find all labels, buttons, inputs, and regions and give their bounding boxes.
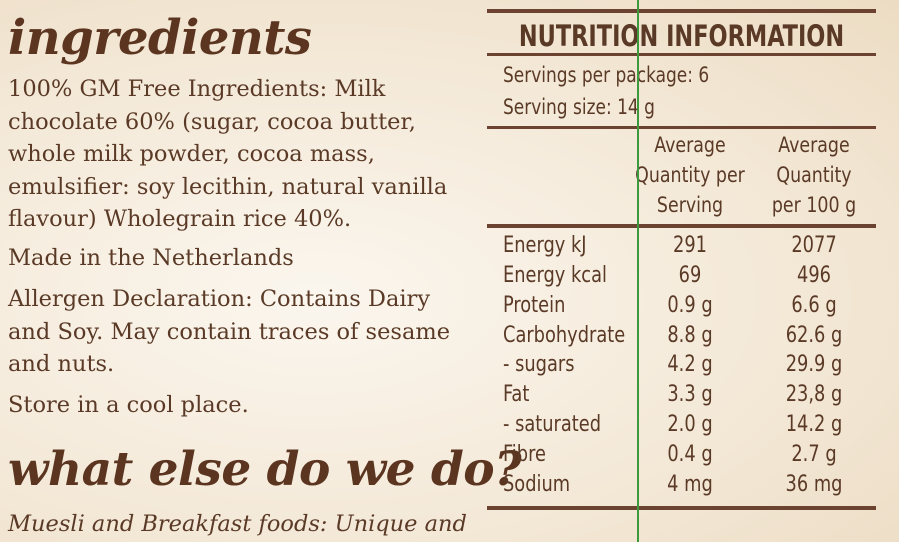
what-else-text: Muesli and Breakfast foods: Unique and [8, 511, 467, 537]
col1-header-line: Quantity per [635, 163, 745, 188]
per-100g-value: 14.2 g [785, 412, 843, 437]
per-serving-value: 0.4 g [667, 442, 713, 467]
nutrient-label: Carbohydrate [503, 323, 626, 348]
bottom-rule [487, 506, 876, 510]
nutrition-title: NUTRITION INFORMATION [518, 19, 845, 53]
nutrient-label: Protein [503, 293, 566, 318]
per-100g-value: 62.6 g [785, 323, 843, 348]
nutrient-label: Fibre [503, 442, 546, 467]
per-serving-value: 0.9 g [667, 293, 713, 318]
ingredients-heading: ingredients [8, 10, 312, 66]
col1-header-line: Serving [656, 193, 724, 218]
table-row: Carbohydrate 8.8 g 62.6 g [487, 323, 876, 353]
ingredients-text: 100% GM Free Ingredients: Milk chocolate… [8, 76, 448, 232]
per-100g-value: 29.9 g [785, 352, 843, 377]
top-rule [487, 9, 876, 13]
table-row: Sodium 4 mg 36 mg [487, 472, 876, 502]
table-row: - sugars 4.2 g 29.9 g [487, 352, 876, 382]
table-row: Protein 0.9 g 6.6 g [487, 293, 876, 323]
per-serving-value: 2.0 g [667, 412, 713, 437]
per-serving-value: 69 [678, 263, 702, 288]
title-rule [487, 53, 876, 56]
origin-text: Made in the Netherlands [8, 245, 294, 271]
per-100g-value: 23,8 g [785, 382, 843, 407]
nutrient-label: - saturated [503, 412, 602, 437]
col-header-per-serving: Average Quantity per Serving [632, 131, 749, 221]
per-serving-value: 4.2 g [667, 352, 713, 377]
table-row: - saturated 2.0 g 14.2 g [487, 412, 876, 442]
col2-header-line: Quantity [776, 163, 852, 188]
allergen-text: Allergen Declaration: Contains Dairy and… [8, 286, 451, 377]
col-header-per-100g: Average Quantity per 100 g [759, 131, 869, 221]
guide-line [637, 0, 639, 542]
storage-text: Store in a cool place. [8, 392, 249, 418]
per-100g-value: 36 mg [785, 472, 843, 497]
servings-rule [487, 126, 876, 129]
per-100g-value: 2077 [791, 233, 837, 258]
per-serving-value: 4 mg [667, 472, 713, 497]
servings-per-package: Servings per package: 6 [503, 63, 710, 87]
table-row: Energy kJ 291 2077 [487, 233, 876, 263]
per-serving-value: 8.8 g [667, 323, 713, 348]
per-serving-value: 3.3 g [667, 382, 713, 407]
table-row: Energy kcal 69 496 [487, 263, 876, 293]
per-serving-value: 291 [672, 233, 708, 258]
table-row: Fibre 0.4 g 2.7 g [487, 442, 876, 472]
per-100g-value: 6.6 g [791, 293, 837, 318]
col2-header-line: Average [778, 133, 850, 158]
nutrient-label: Energy kJ [503, 233, 587, 258]
per-100g-value: 496 [796, 263, 832, 288]
col1-header-line: Average [654, 133, 726, 158]
header-rule [487, 224, 876, 228]
col2-header-line: per 100 g [771, 193, 857, 218]
nutrient-label: - sugars [503, 352, 575, 377]
what-else-heading: what else do we do? [8, 442, 522, 497]
nutrient-label: Sodium [503, 472, 571, 497]
nutrient-label: Energy kcal [503, 263, 607, 288]
per-100g-value: 2.7 g [791, 442, 837, 467]
table-row: Fat 3.3 g 23,8 g [487, 382, 876, 412]
nutrition-panel: NUTRITION INFORMATION Servings per packa… [487, 9, 876, 542]
serving-size: Serving size: 14 g [503, 95, 655, 119]
nutrient-label: Fat [503, 382, 530, 407]
